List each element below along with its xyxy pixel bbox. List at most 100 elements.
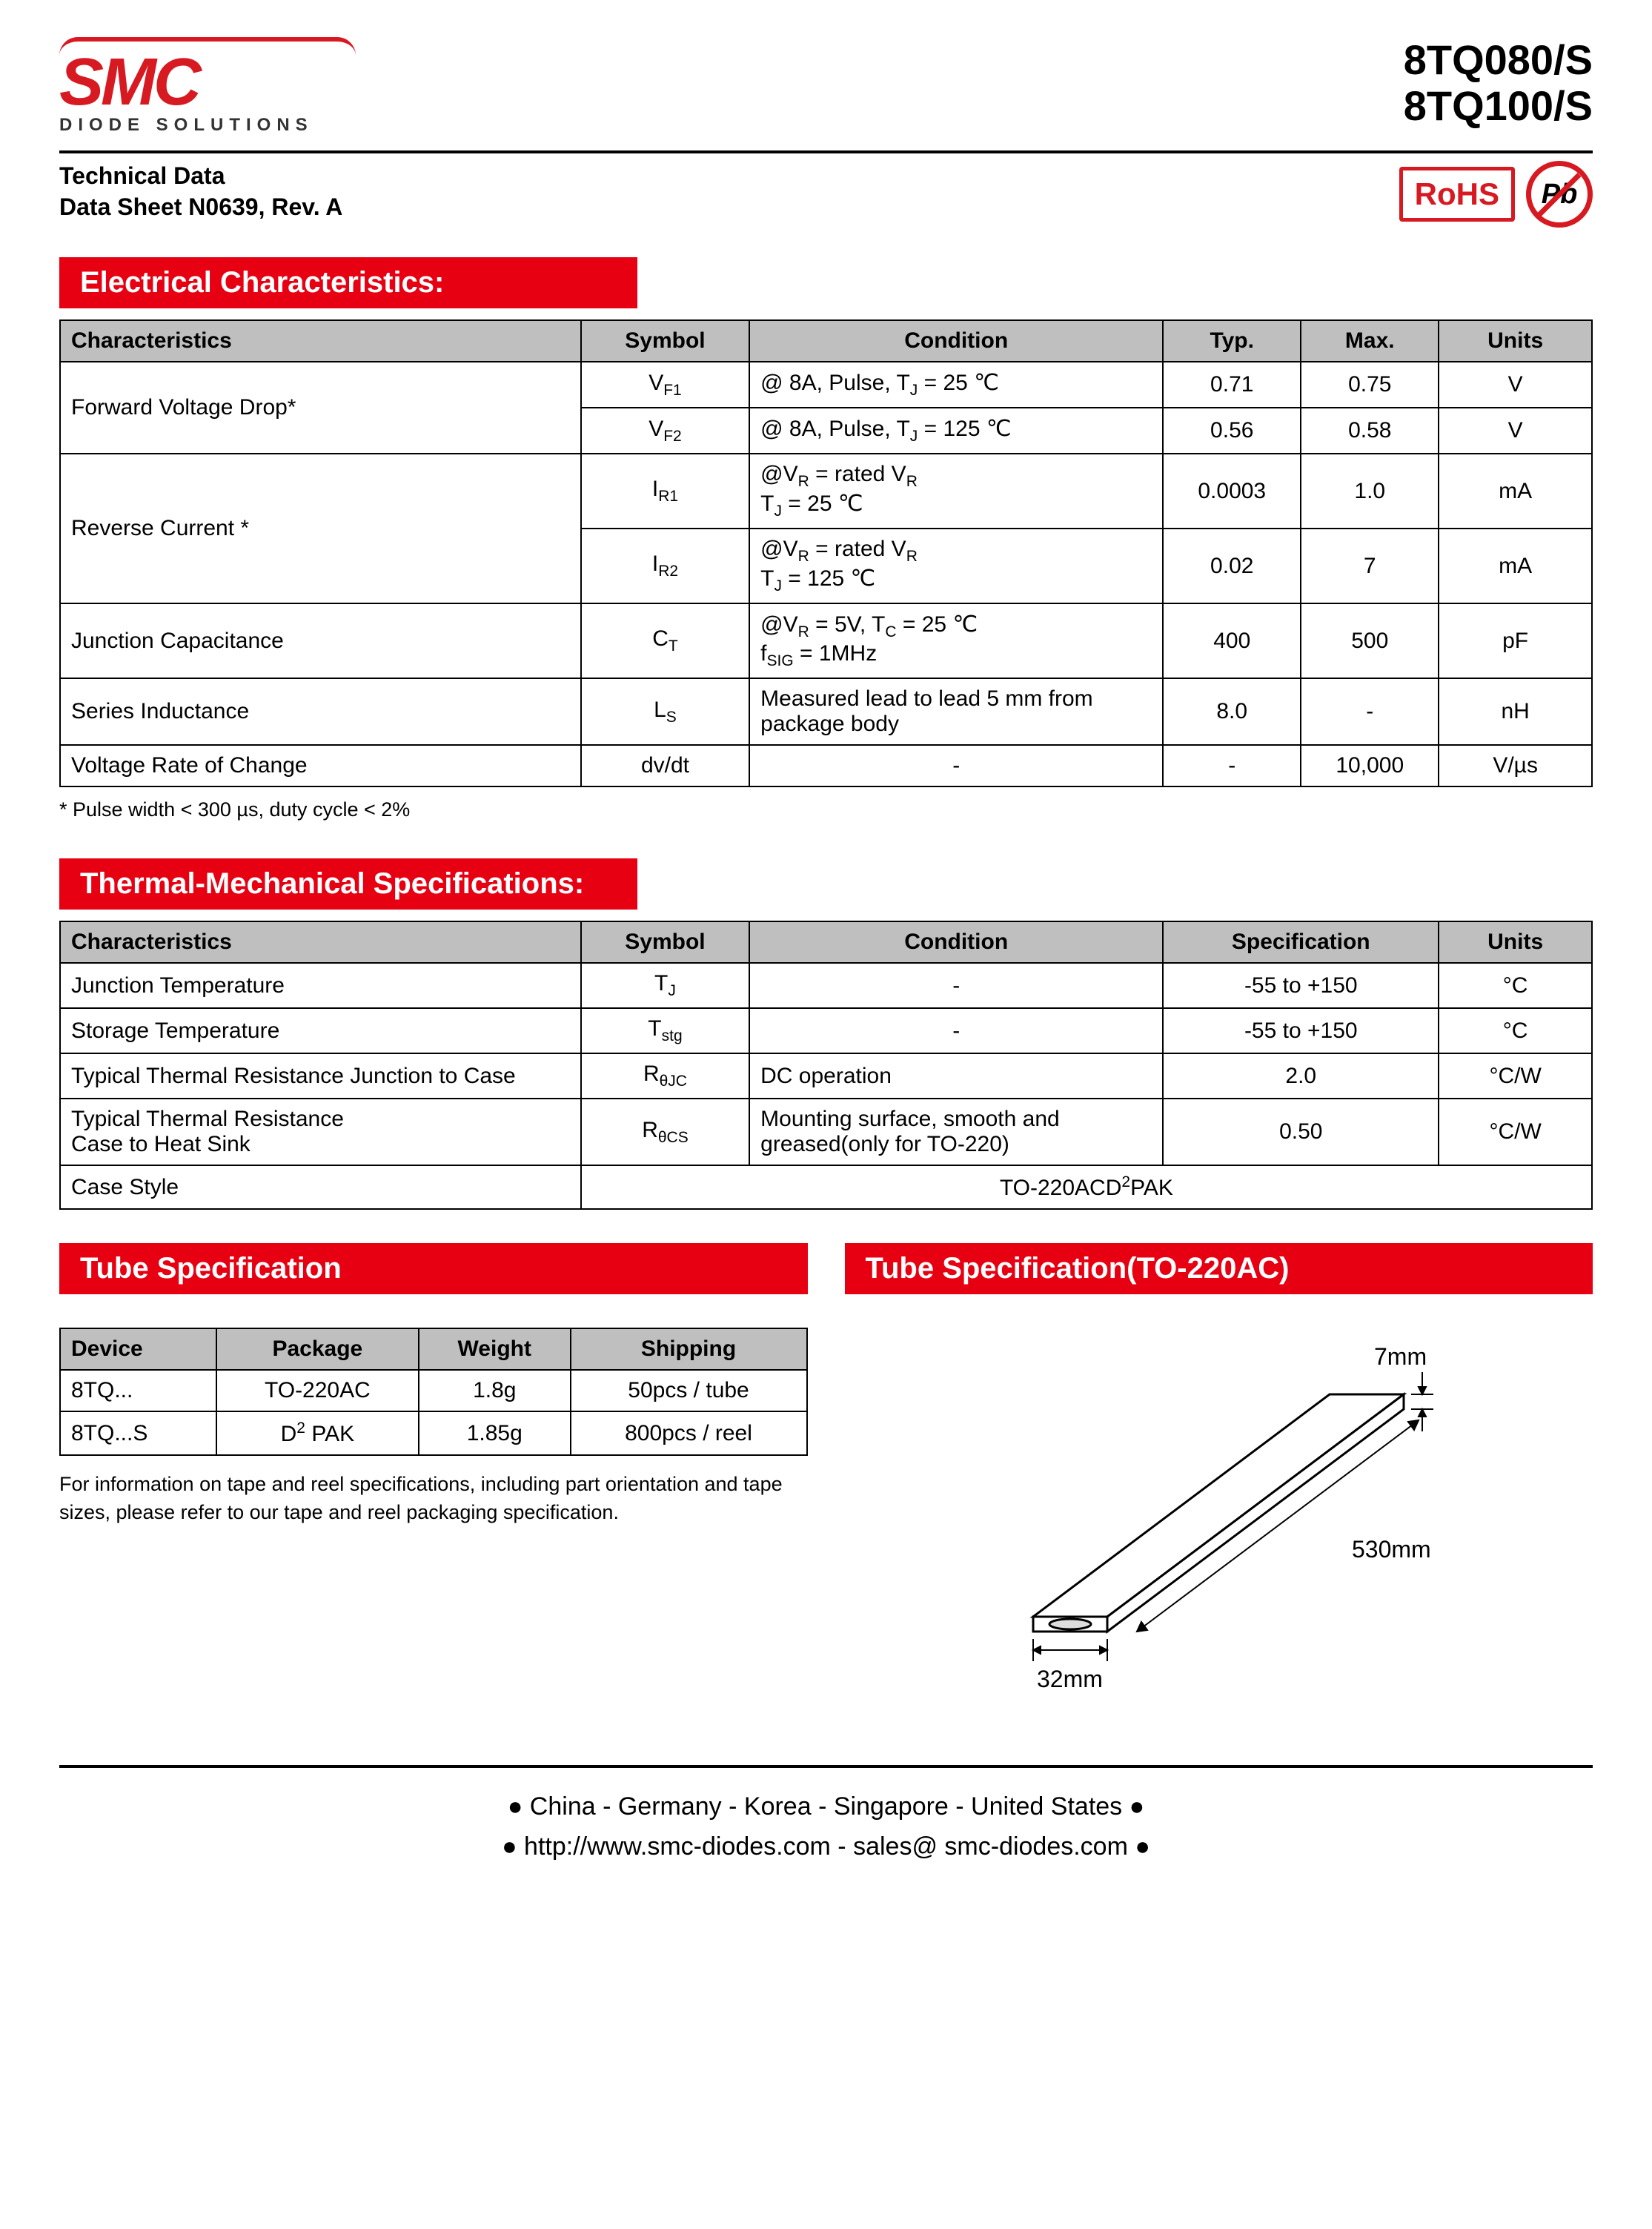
pb-text: Pb — [1542, 179, 1578, 211]
table-row: 8TQ...TO-220AC1.8g50pcs / tube — [60, 1370, 807, 1411]
section-header-tube-spec: Tube Specification — [59, 1243, 808, 1294]
cell-spec: 0.50 — [1163, 1099, 1439, 1165]
cell-package: D2 PAK — [216, 1411, 419, 1455]
tube-spec-table: Device Package Weight Shipping 8TQ...TO-… — [59, 1328, 808, 1456]
cell-symbol: dv/dt — [581, 745, 749, 786]
tape-reel-info: For information on tape and reel specifi… — [59, 1471, 808, 1527]
page-footer: ● China - Germany - Korea - Singapore - … — [59, 1765, 1593, 1867]
section-header-thermal: Thermal-Mechanical Specifications: — [59, 858, 637, 910]
cell-characteristic: Storage Temperature — [60, 1008, 581, 1053]
cell-condition: @VR = rated VRTJ = 25 ℃ — [749, 454, 1163, 529]
thermal-mechanical-table: Characteristics Symbol Condition Specifi… — [59, 921, 1593, 1210]
footer-links: ● http://www.smc-diodes.com - sales@ smc… — [59, 1826, 1593, 1867]
th-symbol: Symbol — [581, 921, 749, 963]
cell-units: mA — [1439, 454, 1592, 529]
electrical-characteristics-section: Electrical Characteristics: Characterist… — [59, 257, 1593, 821]
cell-symbol: VF2 — [581, 408, 749, 454]
cell-condition: DC operation — [749, 1053, 1163, 1099]
pb-free-badge: Pb — [1526, 161, 1593, 228]
cell-condition: @VR = 5V, TC = 25 ℃fSIG = 1MHz — [749, 603, 1163, 678]
cell-symbol: RθCS — [581, 1099, 749, 1165]
logo-block: SMC DIODE SOLUTIONS — [59, 37, 356, 136]
th-weight: Weight — [419, 1328, 571, 1370]
cell-symbol: VF1 — [581, 362, 749, 408]
cell-characteristic: Reverse Current * — [60, 454, 581, 603]
datasheet-rev: Data Sheet N0639, Rev. A — [59, 192, 342, 223]
section-header-tube-drawing: Tube Specification(TO-220AC) — [845, 1243, 1593, 1294]
dim-length: 530mm — [1352, 1536, 1431, 1563]
page-header: SMC DIODE SOLUTIONS 8TQ080/S 8TQ100/S — [59, 37, 1593, 153]
cell-device: 8TQ... — [60, 1370, 216, 1411]
cell-symbol: IR1 — [581, 454, 749, 529]
cell-condition: Mounting surface, smooth and greased(onl… — [749, 1099, 1163, 1165]
footer-locations: ● China - Germany - Korea - Singapore - … — [59, 1786, 1593, 1826]
cell-typ: - — [1163, 745, 1301, 786]
pulse-note: * Pulse width < 300 µs, duty cycle < 2% — [59, 798, 1593, 821]
th-spec: Specification — [1163, 921, 1439, 963]
part-number-1: 8TQ080/S — [1404, 37, 1593, 83]
cell-characteristic: Typical Thermal ResistanceCase to Heat S… — [60, 1099, 581, 1165]
logo-subtext: DIODE SOLUTIONS — [59, 115, 356, 136]
th-units: Units — [1439, 320, 1592, 362]
smc-logo-text: SMC — [59, 56, 356, 109]
th-shipping: Shipping — [571, 1328, 807, 1370]
th-device: Device — [60, 1328, 216, 1370]
cell-symbol: CT — [581, 603, 749, 678]
electrical-characteristics-table: Characteristics Symbol Condition Typ. Ma… — [59, 319, 1593, 787]
tube-spec-section: Tube Specification Device Package Weight… — [59, 1243, 1593, 1706]
table-row: Typical Thermal ResistanceCase to Heat S… — [60, 1099, 1592, 1165]
cell-condition: - — [749, 1008, 1163, 1053]
cell-condition: @ 8A, Pulse, TJ = 125 ℃ — [749, 408, 1163, 454]
table-header-row: Characteristics Symbol Condition Specifi… — [60, 921, 1592, 963]
cell-symbol: TJ — [581, 963, 749, 1008]
cell-typ: 0.56 — [1163, 408, 1301, 454]
cell-units: °C — [1439, 1008, 1592, 1053]
cell-symbol: IR2 — [581, 529, 749, 603]
cell-max: 0.75 — [1301, 362, 1439, 408]
cell-typ: 400 — [1163, 603, 1301, 678]
cell-typ: 8.0 — [1163, 678, 1301, 745]
cell-device: 8TQ...S — [60, 1411, 216, 1455]
th-condition: Condition — [749, 921, 1163, 963]
cell-symbol: LS — [581, 678, 749, 745]
cell-characteristic: Junction Temperature — [60, 963, 581, 1008]
cell-characteristic: Typical Thermal Resistance Junction to C… — [60, 1053, 581, 1099]
th-units: Units — [1439, 921, 1592, 963]
cell-weight: 1.8g — [419, 1370, 571, 1411]
th-condition: Condition — [749, 320, 1163, 362]
cell-units: pF — [1439, 603, 1592, 678]
cell-characteristic: Series Inductance — [60, 678, 581, 745]
th-characteristics: Characteristics — [60, 320, 581, 362]
cell-spec: -55 to +150 — [1163, 1008, 1439, 1053]
table-row: Forward Voltage Drop*VF1@ 8A, Pulse, TJ … — [60, 362, 1592, 408]
th-package: Package — [216, 1328, 419, 1370]
table-row: Reverse Current *IR1@VR = rated VRTJ = 2… — [60, 454, 1592, 529]
cell-case-style: TO-220ACD2PAK — [581, 1165, 1592, 1209]
cell-characteristic: Junction Capacitance — [60, 603, 581, 678]
tube-spec-right: Tube Specification(TO-220AC) — [845, 1243, 1593, 1706]
cell-condition: Measured lead to lead 5 mm from package … — [749, 678, 1163, 745]
compliance-badges: RoHS Pb — [1399, 161, 1593, 228]
cell-max: - — [1301, 678, 1439, 745]
th-symbol: Symbol — [581, 320, 749, 362]
dim-width: 32mm — [1037, 1666, 1103, 1691]
cell-spec: -55 to +150 — [1163, 963, 1439, 1008]
tube-svg: 7mm 530mm 32mm — [959, 1320, 1478, 1691]
th-characteristics: Characteristics — [60, 921, 581, 963]
tube-spec-left: Tube Specification Device Package Weight… — [59, 1243, 808, 1706]
cell-max: 10,000 — [1301, 745, 1439, 786]
cell-characteristic: Case Style — [60, 1165, 581, 1209]
table-row: Junction CapacitanceCT@VR = 5V, TC = 25 … — [60, 603, 1592, 678]
cell-units: V — [1439, 362, 1592, 408]
cell-condition: @ 8A, Pulse, TJ = 25 ℃ — [749, 362, 1163, 408]
cell-typ: 0.02 — [1163, 529, 1301, 603]
cell-units: V — [1439, 408, 1592, 454]
cell-condition: - — [749, 963, 1163, 1008]
cell-max: 0.58 — [1301, 408, 1439, 454]
cell-weight: 1.85g — [419, 1411, 571, 1455]
table-row: Case StyleTO-220ACD2PAK — [60, 1165, 1592, 1209]
section-header-electrical: Electrical Characteristics: — [59, 257, 637, 308]
table-row: 8TQ...SD2 PAK1.85g800pcs / reel — [60, 1411, 807, 1455]
cell-package: TO-220AC — [216, 1370, 419, 1411]
part-number-2: 8TQ100/S — [1404, 83, 1593, 129]
